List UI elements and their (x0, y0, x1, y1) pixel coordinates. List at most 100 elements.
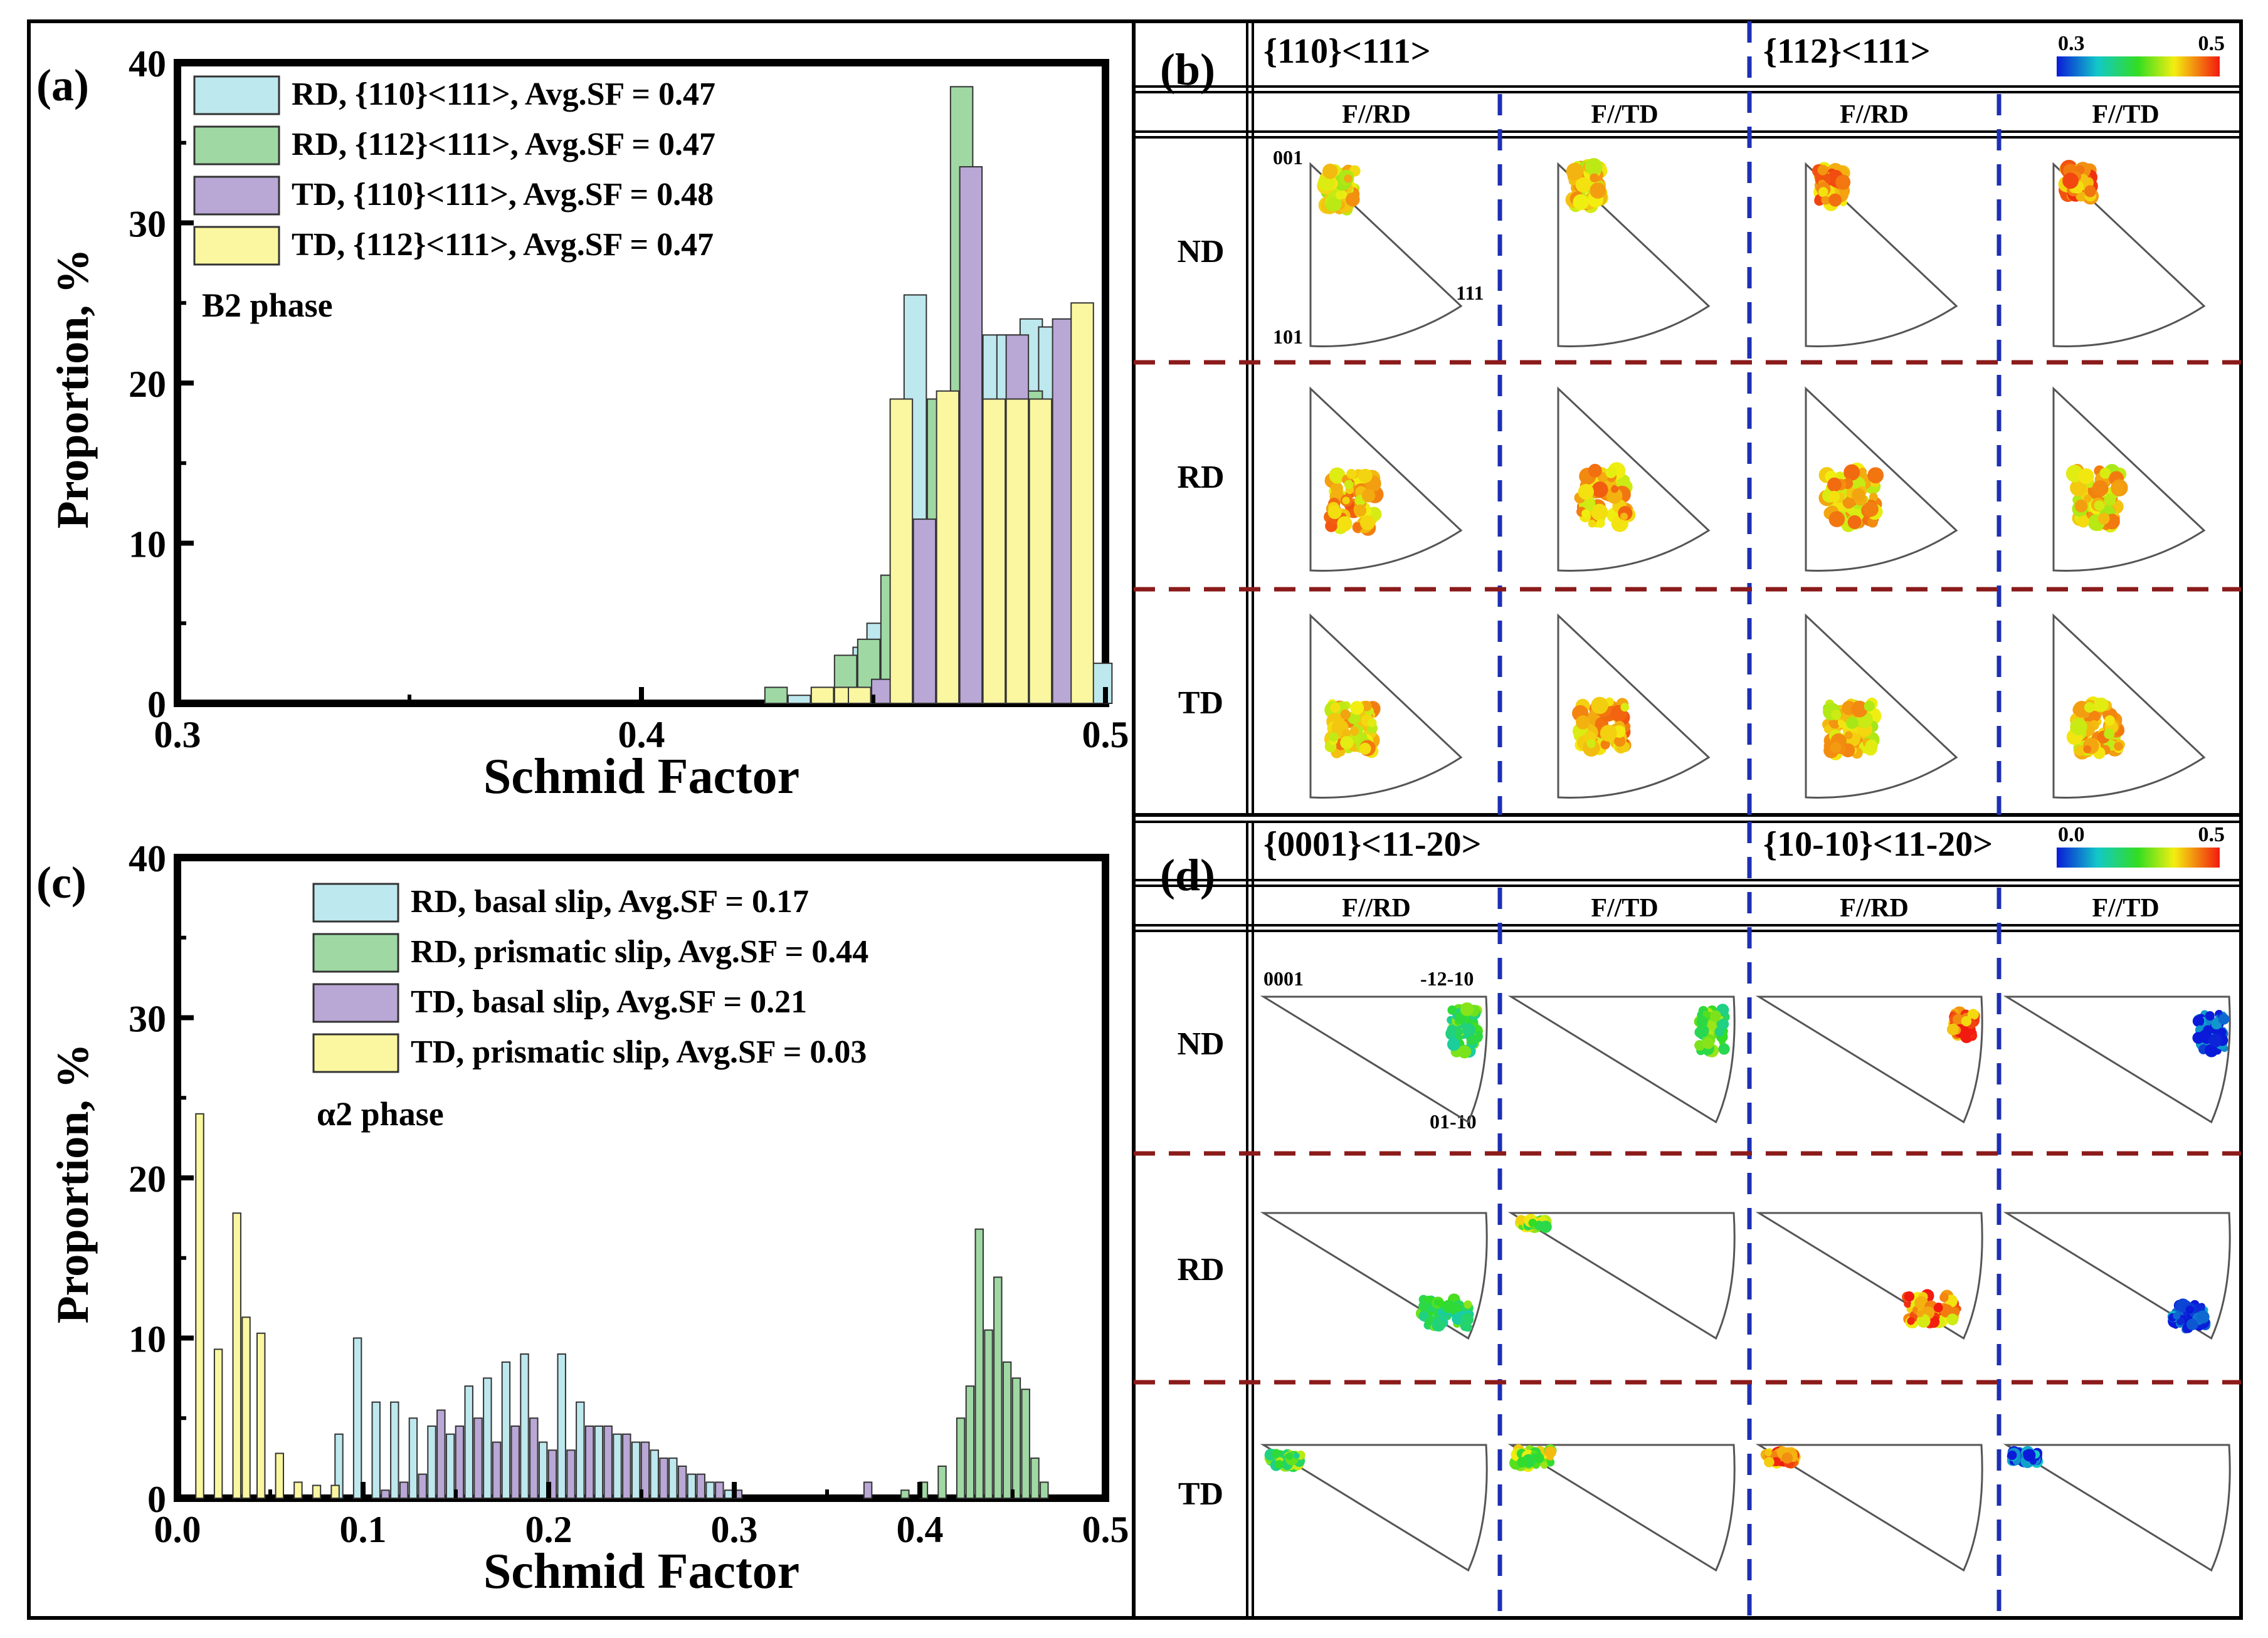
panel-b: (b) {110}<111> {112}<111> 0.3 0.5 F//RD … (1134, 21, 2241, 817)
ipf-d-dot (1447, 1005, 1457, 1015)
ipf-b-dot (2099, 468, 2111, 479)
ipf-d-dot (1293, 1452, 1300, 1459)
ipf-b-outline-r0-c3 (2052, 162, 2206, 347)
ipf-b-dot (1823, 725, 1833, 734)
b-row-header-nd: ND (1177, 234, 1224, 270)
ipf-d-dot (2196, 1303, 2203, 1311)
ipf-d-dot (2196, 1310, 2210, 1324)
ipf-d-dot (1528, 1219, 1537, 1227)
bar-1-s2-13 (622, 1433, 631, 1499)
bar-1-s0-10 (520, 1353, 529, 1499)
bar-0-s2-1 (912, 518, 937, 704)
ipf-d-r2-c2 (1755, 1444, 1983, 1572)
legend-swatch-1-2 (312, 983, 399, 1023)
ipf-b-dot (1353, 522, 1363, 532)
ipf-b-dot (1327, 505, 1342, 520)
ipf-d-dot (1709, 1010, 1722, 1022)
ipf-b-dot (1614, 735, 1626, 747)
d-col-header-2: F//TD (1591, 894, 1658, 923)
ipf-b-r0-c0 (1309, 162, 1463, 347)
ipf-d-dot (1285, 1452, 1294, 1460)
bar-1-s3-7 (312, 1484, 322, 1499)
bars-c (195, 1113, 1049, 1499)
y-tick-label-1-2: 20 (129, 1158, 166, 1200)
bar-1-s0-2 (371, 1401, 381, 1499)
d-corner-0001: 0001 (1263, 967, 1304, 990)
legend-swatch-1-1 (312, 933, 399, 973)
ipf-b-dot (1620, 703, 1630, 712)
bar-1-s2-18 (715, 1481, 724, 1499)
ipf-b-dot (1611, 485, 1619, 493)
ipf-d-dot (1418, 1301, 1429, 1311)
ipf-d-r1-c3 (2003, 1212, 2231, 1340)
ipf-d-dot (1418, 1311, 1429, 1321)
ipf-d-dot (1696, 1024, 1709, 1037)
ipf-d-dot (2218, 1013, 2230, 1025)
ipf-b-dot (1346, 192, 1360, 207)
x-tick-label-1-5: 0.5 (1082, 1509, 1129, 1550)
y-tick-label-0-1: 10 (129, 524, 166, 565)
ipf-b-dot (2084, 701, 2095, 713)
y-tick-label-1-4: 40 (129, 838, 166, 879)
ticks-c: 0.0 0.1 0.2 0.3 0.4 0.5 0 10 20 30 40 (129, 838, 1129, 1550)
bar-1-s0-7 (464, 1385, 473, 1499)
ipf-b-dot (2104, 715, 2115, 726)
ipf-b-outline-r2-c2 (1805, 613, 1958, 799)
b-corner-101: 101 (1273, 325, 1303, 348)
ipf-b-outline-r0-c1 (1557, 162, 1711, 347)
ipf-b-dot (1340, 709, 1351, 720)
bar-1-s2-20 (863, 1481, 873, 1499)
ipf-b-dot (1827, 477, 1842, 492)
ipf-d-dot (1272, 1449, 1281, 1459)
legend-label-1-2: TD, basal slip, Avg.SF = 0.21 (411, 984, 807, 1020)
x-tick-label-1-4: 0.4 (897, 1509, 944, 1550)
ipf-b-dot (1596, 518, 1605, 528)
ipf-b-dot (1842, 496, 1855, 509)
bar-1-s0-5 (427, 1425, 436, 1499)
ipf-d-dot (1438, 1313, 1447, 1321)
bar-1-s0-1 (352, 1337, 362, 1499)
x-tick-label-1-0: 0.0 (154, 1509, 201, 1550)
colorbar-b-min: 0.3 (2058, 32, 2085, 55)
ipf-d-r0-c0 (1260, 995, 1488, 1124)
bar-0-s3-3 (889, 398, 914, 704)
ipf-b-dot (1863, 501, 1879, 517)
ipf-b-dot (1330, 702, 1341, 713)
bar-1-s3-6 (293, 1481, 303, 1499)
ipf-b-dot (1327, 196, 1342, 212)
panel-a: (a) 0.3 0.4 0.5 0 10 20 30 40 Proportion, % Sch… (36, 43, 1129, 804)
ipf-b-dot (2094, 697, 2109, 712)
ipf-b-dot (1828, 511, 1845, 527)
colorbar-d-max: 0.5 (2198, 823, 2225, 846)
ipf-b-dot (2097, 513, 2110, 525)
ipf-b-dot (1586, 738, 1596, 748)
ipf-d-dot (2007, 1450, 2017, 1461)
bar-1-s1-8 (1002, 1361, 1012, 1499)
bar-1-s1-6 (984, 1329, 993, 1499)
ipf-d-dot (2205, 1011, 2215, 1021)
panel-c-label: (c) (36, 858, 87, 908)
d-col-header-3: F//RD (1840, 894, 1909, 923)
ipf-b-outline-r1-c0 (1309, 386, 1463, 572)
bar-0-s3-8 (1070, 302, 1094, 704)
x-axis-label-a: Schmid Factor (483, 749, 799, 804)
ipf-b-dot (1360, 515, 1375, 530)
bar-1-s2-15 (659, 1457, 668, 1499)
ipf-b-dot (2074, 745, 2086, 757)
bar-1-s1-7 (993, 1276, 1003, 1499)
ipf-d-dot (1781, 1452, 1793, 1464)
ipf-d-outline-r2-c1 (1507, 1444, 1736, 1572)
bar-1-s2-1 (399, 1481, 409, 1499)
panel-d-system-right: {10-10}<11-20> (1763, 825, 1993, 864)
ipf-d-dot (1437, 1299, 1445, 1308)
x-tick-label-0-2: 0.5 (1082, 714, 1129, 755)
colorbar-b (2057, 56, 2220, 76)
bar-1-s2-2 (418, 1473, 427, 1499)
ipf-d-dot (2192, 1032, 2205, 1044)
ipf-b-dot (1823, 741, 1833, 750)
bar-1-s2-16 (677, 1465, 687, 1499)
ipf-b-dot (1340, 736, 1354, 750)
ipf-d-dot (1455, 1027, 1464, 1036)
bar-1-s3-4 (256, 1332, 266, 1499)
ipf-b-outline-r2-c1 (1557, 613, 1711, 799)
